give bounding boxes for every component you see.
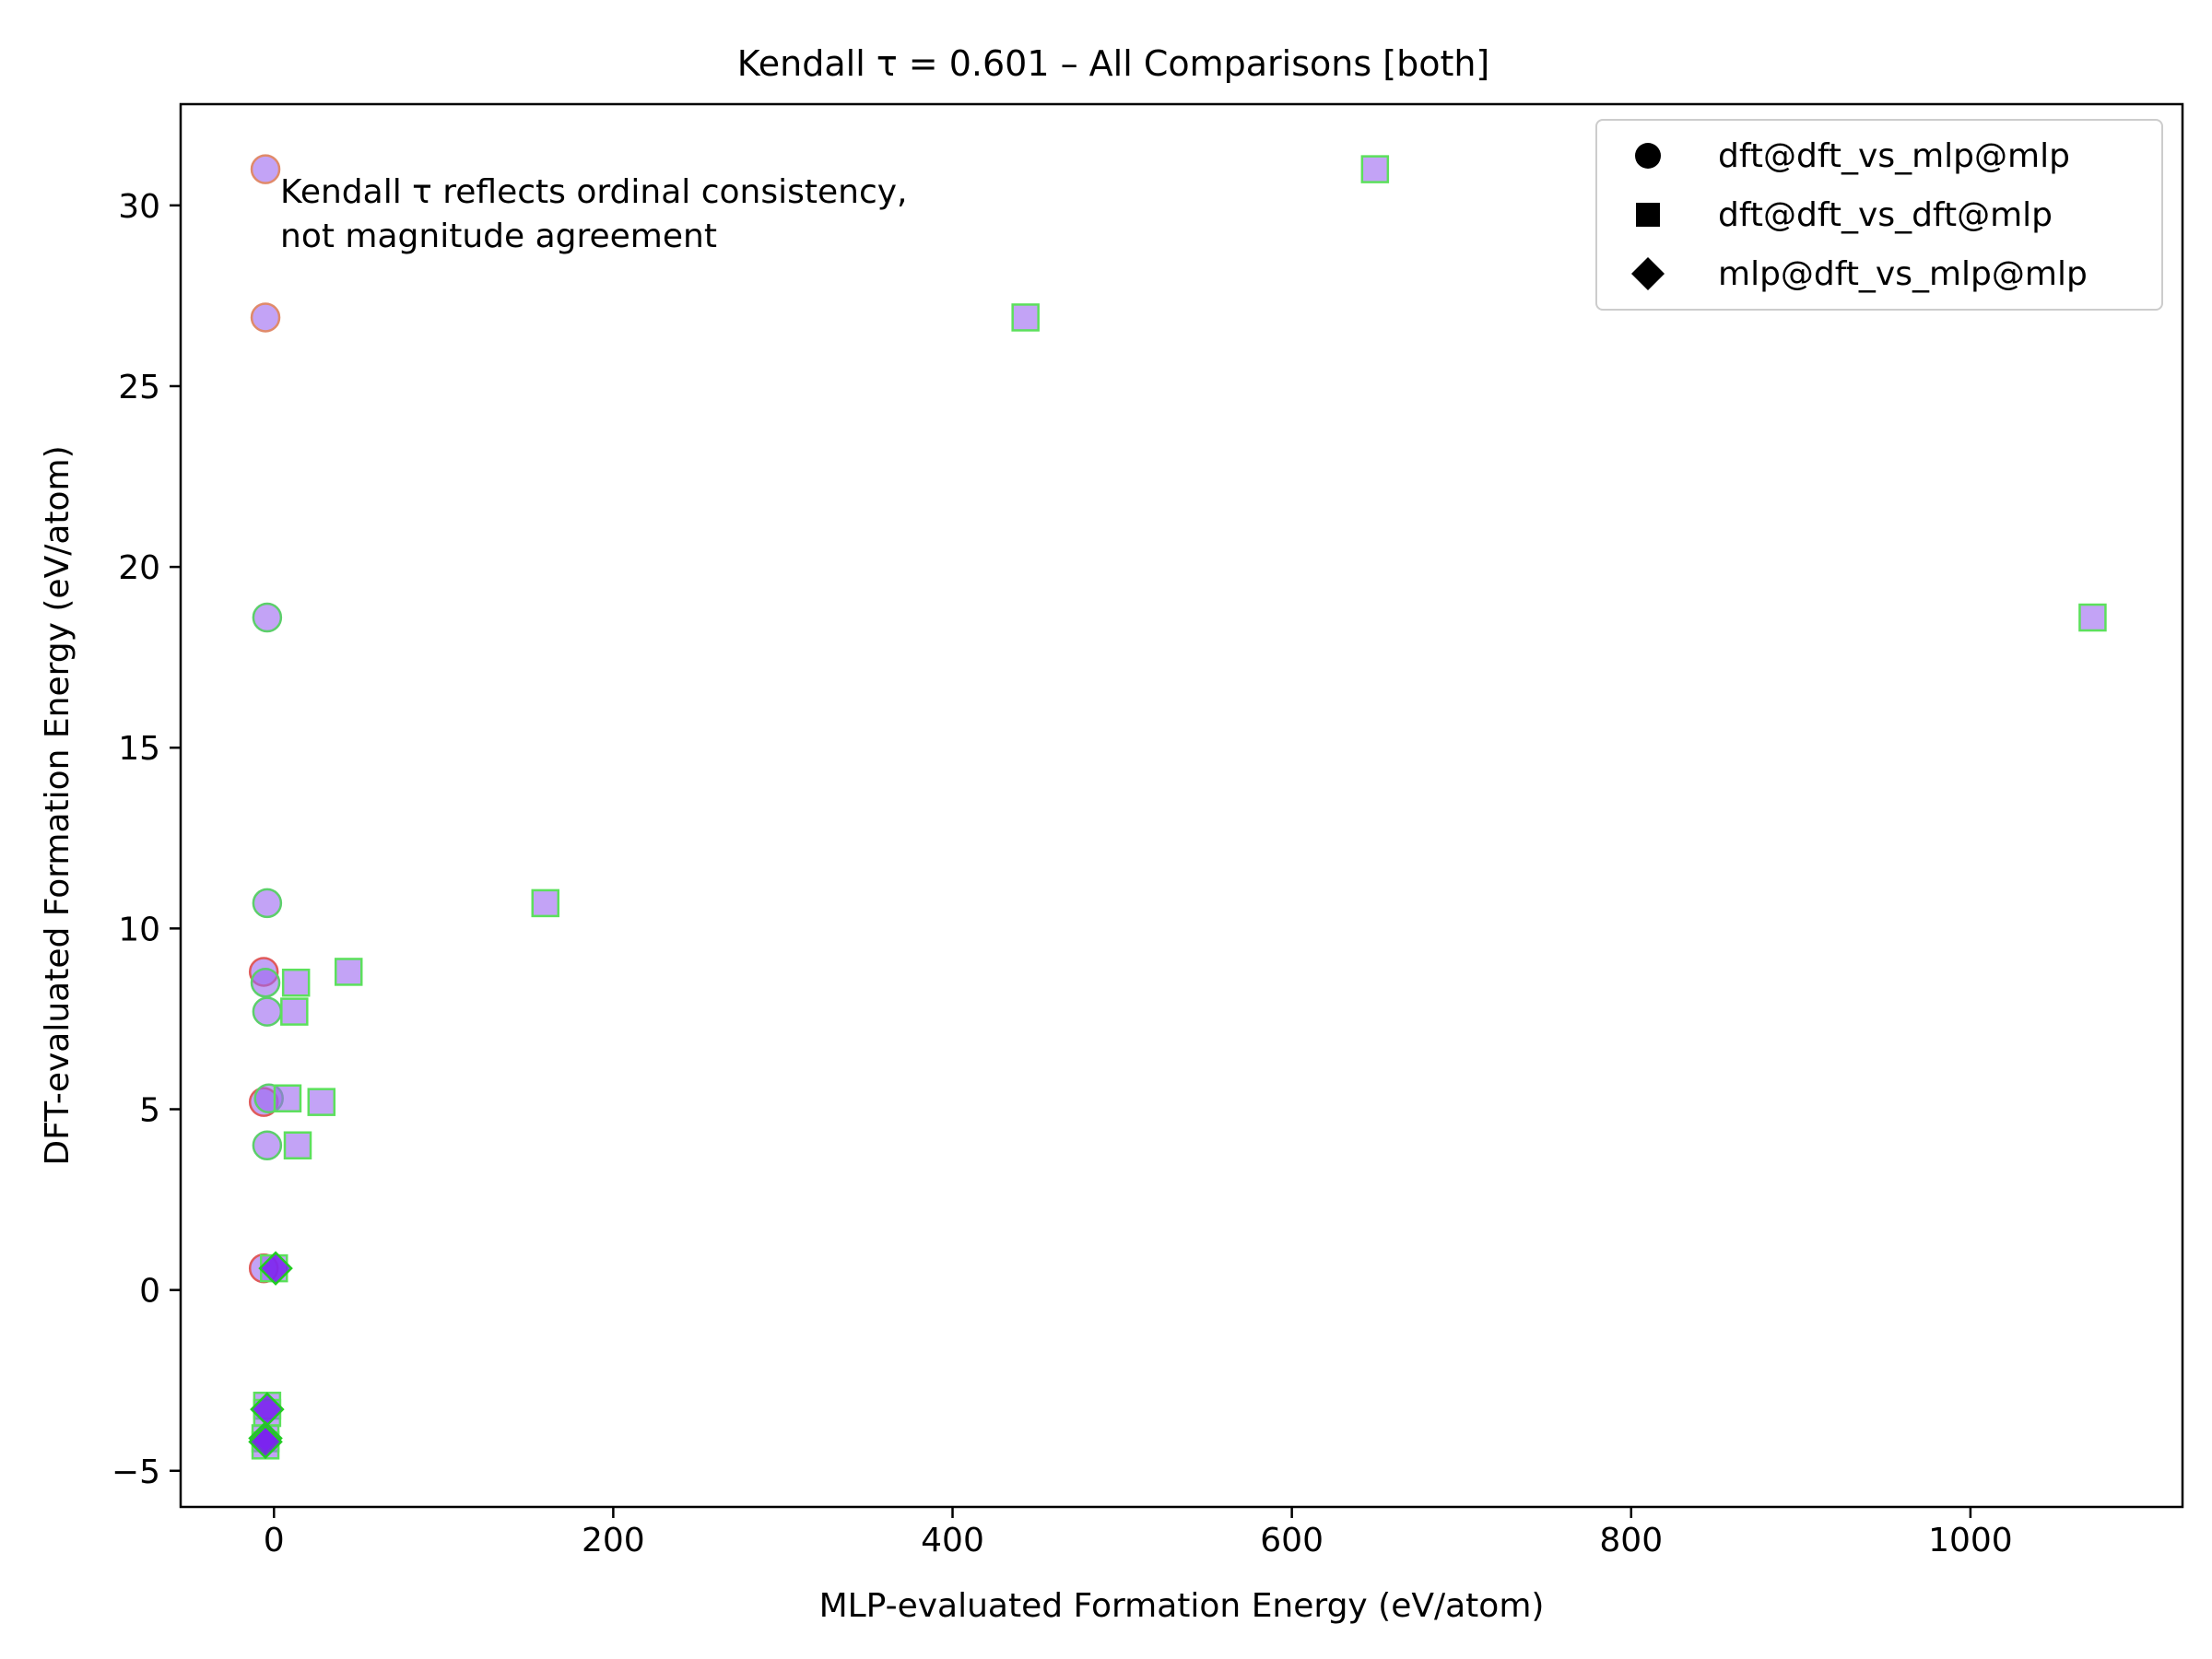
data-point-circle: [252, 996, 283, 1027]
data-point-square: [334, 958, 363, 986]
legend: dft@dft_vs_mlp@mlp dft@dft_vs_dft@mlp ml…: [1595, 119, 2163, 311]
y-tick-label: 0: [139, 1273, 160, 1311]
plot-frame: [179, 102, 2184, 1509]
x-tick-label: 0: [264, 1522, 285, 1559]
chart-title: Kendall τ = 0.601 – All Comparisons [bot…: [737, 43, 1490, 84]
data-point-circle: [250, 967, 281, 998]
data-point-square: [531, 888, 559, 918]
legend-box: [1595, 119, 2163, 311]
x-tick-label: 200: [582, 1522, 645, 1559]
legend-diamond-marker: [1631, 257, 1665, 290]
series-2: [251, 155, 2107, 1460]
y-tick-label: 15: [118, 730, 160, 768]
data-point-square: [307, 1088, 336, 1116]
legend-square-marker: [1636, 203, 1660, 227]
y-tick-label: −5: [112, 1453, 160, 1491]
data-point-circle: [250, 302, 281, 333]
x-tick-label: 800: [1599, 1522, 1663, 1559]
data-point-square: [283, 1131, 312, 1159]
x-axis-label: MLP-evaluated Formation Energy (eV/atom): [819, 1587, 1545, 1625]
y-axis-label: DFT-evaluated Formation Energy (eV/atom): [39, 445, 76, 1165]
annotation-line-2: not magnitude agreement: [280, 218, 717, 255]
y-tick-label: 20: [118, 549, 160, 587]
data-point-circle: [252, 888, 283, 919]
x-tick-label: 600: [1260, 1522, 1324, 1559]
y-tick-label: 30: [118, 188, 160, 226]
data-point-diamond: [258, 1251, 293, 1286]
series-1: [248, 154, 284, 1284]
series-3: [248, 1251, 293, 1460]
legend-circle-marker: [1635, 143, 1661, 169]
legend-label-series-3: mlp@dft_vs_mlp@mlp: [1718, 255, 2088, 293]
data-point-circle: [252, 602, 283, 633]
data-point-circle: [250, 154, 281, 184]
y-tick-label: 10: [118, 911, 160, 948]
data-point-square: [1360, 155, 1390, 183]
data-point-square: [281, 968, 311, 997]
x-tick-label: 1000: [1928, 1522, 2013, 1559]
data-point-square: [2078, 603, 2107, 632]
annotation-line-1: Kendall τ reflects ordinal consistency,: [280, 173, 907, 211]
data-point-square: [280, 997, 309, 1026]
y-tick-label: 5: [139, 1092, 160, 1130]
y-axis: −5 0 5 10 15 20 25 30: [112, 188, 181, 1491]
data-layer: [248, 154, 2107, 1460]
x-axis: 0 200 400 600 800 1000: [264, 1507, 2013, 1559]
data-point-square: [273, 1084, 302, 1112]
data-point-diamond: [248, 1424, 283, 1460]
data-point-circle: [252, 1130, 283, 1160]
x-tick-label: 400: [921, 1522, 984, 1559]
y-tick-label: 25: [118, 369, 160, 406]
annotation: Kendall τ reflects ordinal consistency, …: [280, 173, 907, 255]
legend-label-series-1: dft@dft_vs_mlp@mlp: [1718, 137, 2070, 175]
data-point-square: [1011, 303, 1040, 332]
legend-label-series-2: dft@dft_vs_dft@mlp: [1718, 196, 2053, 234]
